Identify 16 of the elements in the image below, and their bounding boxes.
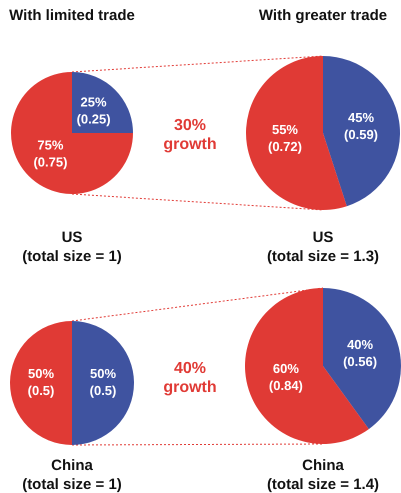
data-label: 50% (0.5) xyxy=(28,366,54,398)
data-label: 50% (0.5) xyxy=(90,366,116,398)
text: China (total size = 1.4) xyxy=(266,456,380,493)
data-label: 60% (0.84) xyxy=(268,361,303,394)
data-label: 75% (0.75) xyxy=(33,138,68,170)
chart-title: With limited trade xyxy=(9,6,135,25)
text: US (total size = 1) xyxy=(22,228,122,266)
data-label: 55% (0.72) xyxy=(268,122,302,154)
data-label: 40% (0.56) xyxy=(343,337,378,370)
text: 40% growth xyxy=(163,359,217,397)
text: US (total size = 1.3) xyxy=(266,228,380,266)
data-label: 45% (0.59) xyxy=(344,110,378,142)
data-label: 25% (0.25) xyxy=(76,94,111,127)
chart-title: With greater trade xyxy=(258,6,388,25)
text: China (total size = 1) xyxy=(22,456,122,493)
text: 30% growth xyxy=(163,116,217,154)
